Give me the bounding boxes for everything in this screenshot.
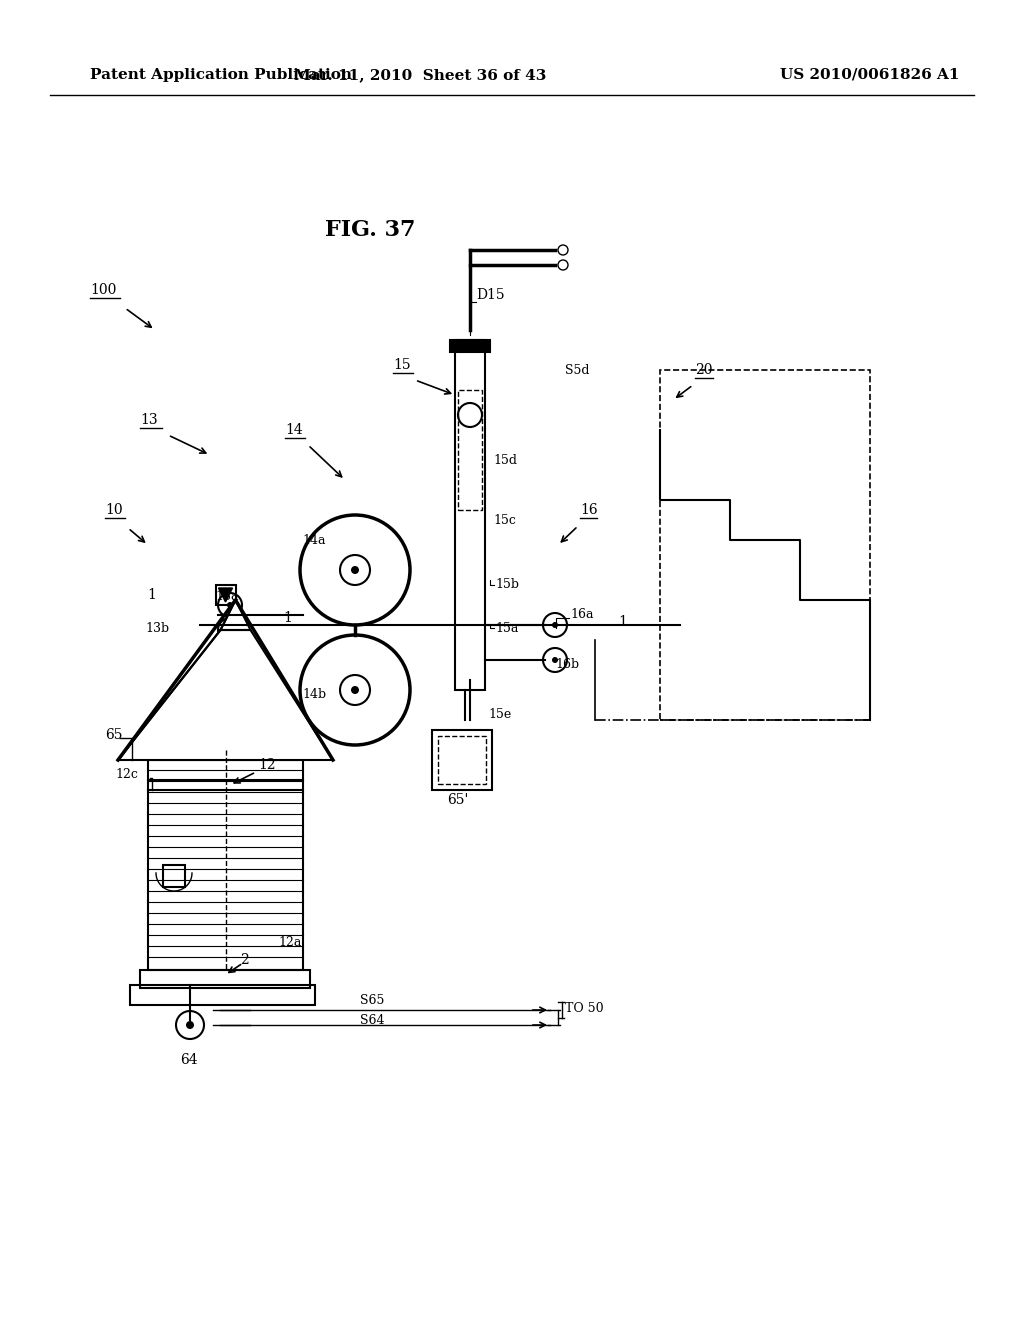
- Text: FIG. 37: FIG. 37: [325, 219, 416, 242]
- Circle shape: [351, 686, 359, 694]
- Circle shape: [351, 566, 359, 574]
- Text: 15c: 15c: [493, 513, 516, 527]
- Bar: [432, 730, 492, 789]
- Text: 16a: 16a: [570, 609, 594, 622]
- Text: TO 50: TO 50: [565, 1002, 603, 1015]
- Circle shape: [227, 627, 233, 634]
- Text: D15: D15: [476, 288, 505, 302]
- Text: Mar. 11, 2010  Sheet 36 of 43: Mar. 11, 2010 Sheet 36 of 43: [294, 69, 546, 82]
- Polygon shape: [118, 630, 333, 760]
- Text: 16: 16: [580, 503, 598, 517]
- Text: 14: 14: [285, 422, 303, 437]
- Text: 64: 64: [180, 1053, 198, 1067]
- Text: 15a: 15a: [495, 622, 518, 635]
- Text: 100: 100: [90, 282, 117, 297]
- Text: 13: 13: [140, 413, 158, 426]
- Text: 16b: 16b: [555, 659, 580, 672]
- Text: 15e: 15e: [488, 709, 511, 722]
- Polygon shape: [220, 601, 251, 630]
- Bar: [450, 341, 490, 352]
- Text: 13a: 13a: [215, 590, 239, 602]
- Bar: [438, 737, 486, 784]
- Text: US 2010/0061826 A1: US 2010/0061826 A1: [780, 69, 959, 82]
- Bar: [458, 389, 482, 510]
- Text: Patent Application Publication: Patent Application Publication: [90, 69, 352, 82]
- Text: 12: 12: [258, 758, 275, 772]
- Text: S5d: S5d: [565, 363, 590, 376]
- Text: 20: 20: [695, 363, 713, 378]
- Circle shape: [186, 1020, 194, 1030]
- Text: 10: 10: [105, 503, 123, 517]
- Text: 15b: 15b: [495, 578, 519, 591]
- Text: 12a: 12a: [278, 936, 301, 949]
- Text: 1: 1: [618, 615, 627, 630]
- Text: 65': 65': [447, 793, 468, 807]
- Polygon shape: [218, 587, 232, 602]
- Text: 15d: 15d: [493, 454, 517, 466]
- Bar: [163, 865, 185, 887]
- Text: 14b: 14b: [302, 689, 326, 701]
- Text: 15: 15: [393, 358, 411, 372]
- Text: 65: 65: [105, 729, 123, 742]
- Text: S64: S64: [360, 1014, 384, 1027]
- Text: 1: 1: [283, 611, 292, 624]
- Bar: [148, 760, 303, 970]
- Bar: [660, 370, 870, 719]
- Circle shape: [552, 622, 558, 628]
- Text: S65: S65: [360, 994, 384, 1006]
- Bar: [130, 985, 315, 1005]
- Text: 14a: 14a: [302, 533, 326, 546]
- Text: 2: 2: [240, 953, 249, 968]
- Text: 13b: 13b: [145, 622, 169, 635]
- Text: 12c: 12c: [115, 768, 138, 781]
- Circle shape: [227, 602, 233, 609]
- Bar: [140, 970, 310, 987]
- Text: 1: 1: [147, 587, 156, 602]
- Bar: [455, 341, 485, 690]
- Bar: [215, 585, 236, 605]
- Circle shape: [552, 657, 558, 663]
